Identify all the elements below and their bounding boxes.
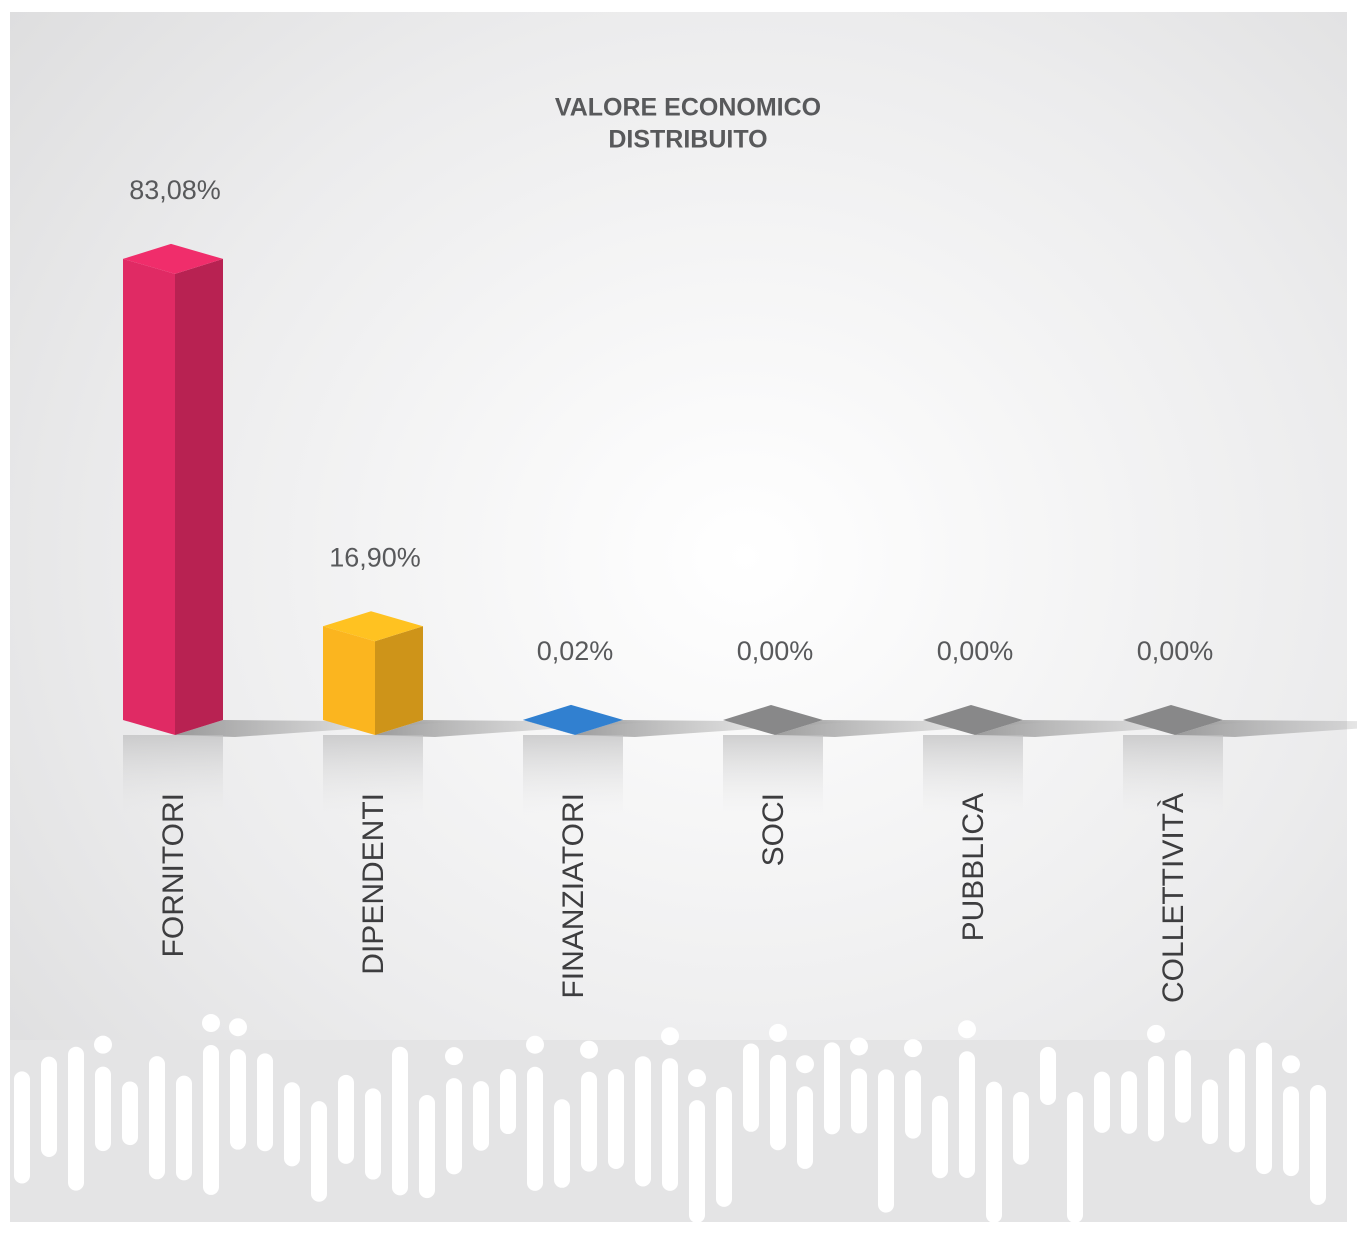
deco-dot — [661, 1027, 679, 1045]
value-label: 0,00% — [737, 636, 814, 666]
decoration — [10, 1014, 1347, 1222]
bar-left-face — [323, 626, 375, 735]
page: VALORE ECONOMICO DISTRIBUITO 83,08% FORNI… — [0, 0, 1357, 1232]
deco-dot — [796, 1055, 814, 1073]
category-label: PUBBLICA — [957, 793, 990, 941]
category-label: DIPENDENTI — [357, 793, 390, 975]
deco-dot — [526, 1036, 544, 1054]
deco-dot — [904, 1039, 922, 1057]
deco-dot — [1282, 1055, 1300, 1073]
bar-left-face — [123, 259, 175, 735]
category-label: COLLETTIVITÀ — [1157, 793, 1190, 1003]
deco-dot — [688, 1069, 706, 1087]
value-label: 16,90% — [329, 542, 421, 572]
chart-title: DISTRIBUITO — [608, 126, 767, 154]
value-label: 0,00% — [1137, 636, 1214, 666]
category-label: SOCI — [757, 793, 790, 866]
value-label: 83,08% — [129, 175, 221, 205]
deco-dot — [94, 1036, 112, 1054]
category-label: FORNITORI — [157, 793, 190, 957]
chart: VALORE ECONOMICO DISTRIBUITO 83,08% FORNI… — [0, 0, 1357, 1232]
deco-dot — [769, 1024, 787, 1042]
value-label: 0,02% — [537, 636, 614, 666]
chart-title: VALORE ECONOMICO — [555, 94, 821, 122]
deco-dot — [850, 1037, 868, 1055]
deco-dot — [202, 1014, 220, 1032]
deco-dot — [958, 1020, 976, 1038]
deco-dot — [445, 1047, 463, 1065]
value-label: 0,00% — [937, 636, 1014, 666]
bar-right-face — [375, 626, 423, 735]
deco-dot — [1147, 1025, 1165, 1043]
deco-dot — [580, 1041, 598, 1059]
bar-right-face — [175, 259, 223, 735]
category-label: FINANZIATORI — [557, 793, 590, 999]
deco-dot — [229, 1018, 247, 1036]
